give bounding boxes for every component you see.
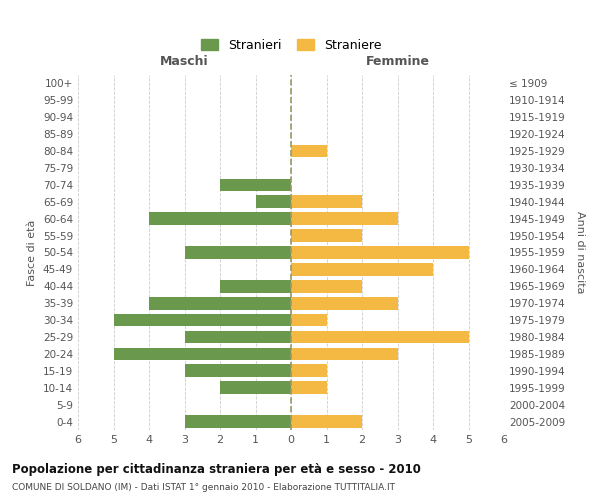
Bar <box>291 415 362 428</box>
Bar <box>291 314 326 326</box>
Bar <box>291 144 326 158</box>
Bar <box>220 382 291 394</box>
Bar <box>220 178 291 191</box>
Bar <box>291 230 362 242</box>
Bar <box>291 280 362 292</box>
Y-axis label: Anni di nascita: Anni di nascita <box>575 211 585 294</box>
Bar <box>256 196 291 208</box>
Text: Maschi: Maschi <box>160 55 209 68</box>
Bar <box>291 297 398 310</box>
Bar <box>291 263 433 276</box>
Bar <box>291 212 398 225</box>
Text: Popolazione per cittadinanza straniera per età e sesso - 2010: Popolazione per cittadinanza straniera p… <box>12 462 421 475</box>
Bar <box>220 280 291 292</box>
Bar <box>185 330 291 344</box>
Bar <box>291 364 326 377</box>
Bar <box>185 246 291 259</box>
Bar <box>149 212 291 225</box>
Bar <box>185 364 291 377</box>
Bar <box>291 196 362 208</box>
Bar <box>113 348 291 360</box>
Bar <box>291 330 469 344</box>
Text: COMUNE DI SOLDANO (IM) - Dati ISTAT 1° gennaio 2010 - Elaborazione TUTTITALIA.IT: COMUNE DI SOLDANO (IM) - Dati ISTAT 1° g… <box>12 482 395 492</box>
Bar <box>291 348 398 360</box>
Text: Femmine: Femmine <box>365 55 430 68</box>
Bar <box>113 314 291 326</box>
Legend: Stranieri, Straniere: Stranieri, Straniere <box>197 35 385 56</box>
Bar <box>185 415 291 428</box>
Bar <box>291 382 326 394</box>
Bar <box>149 297 291 310</box>
Y-axis label: Fasce di età: Fasce di età <box>28 220 37 286</box>
Bar <box>291 246 469 259</box>
